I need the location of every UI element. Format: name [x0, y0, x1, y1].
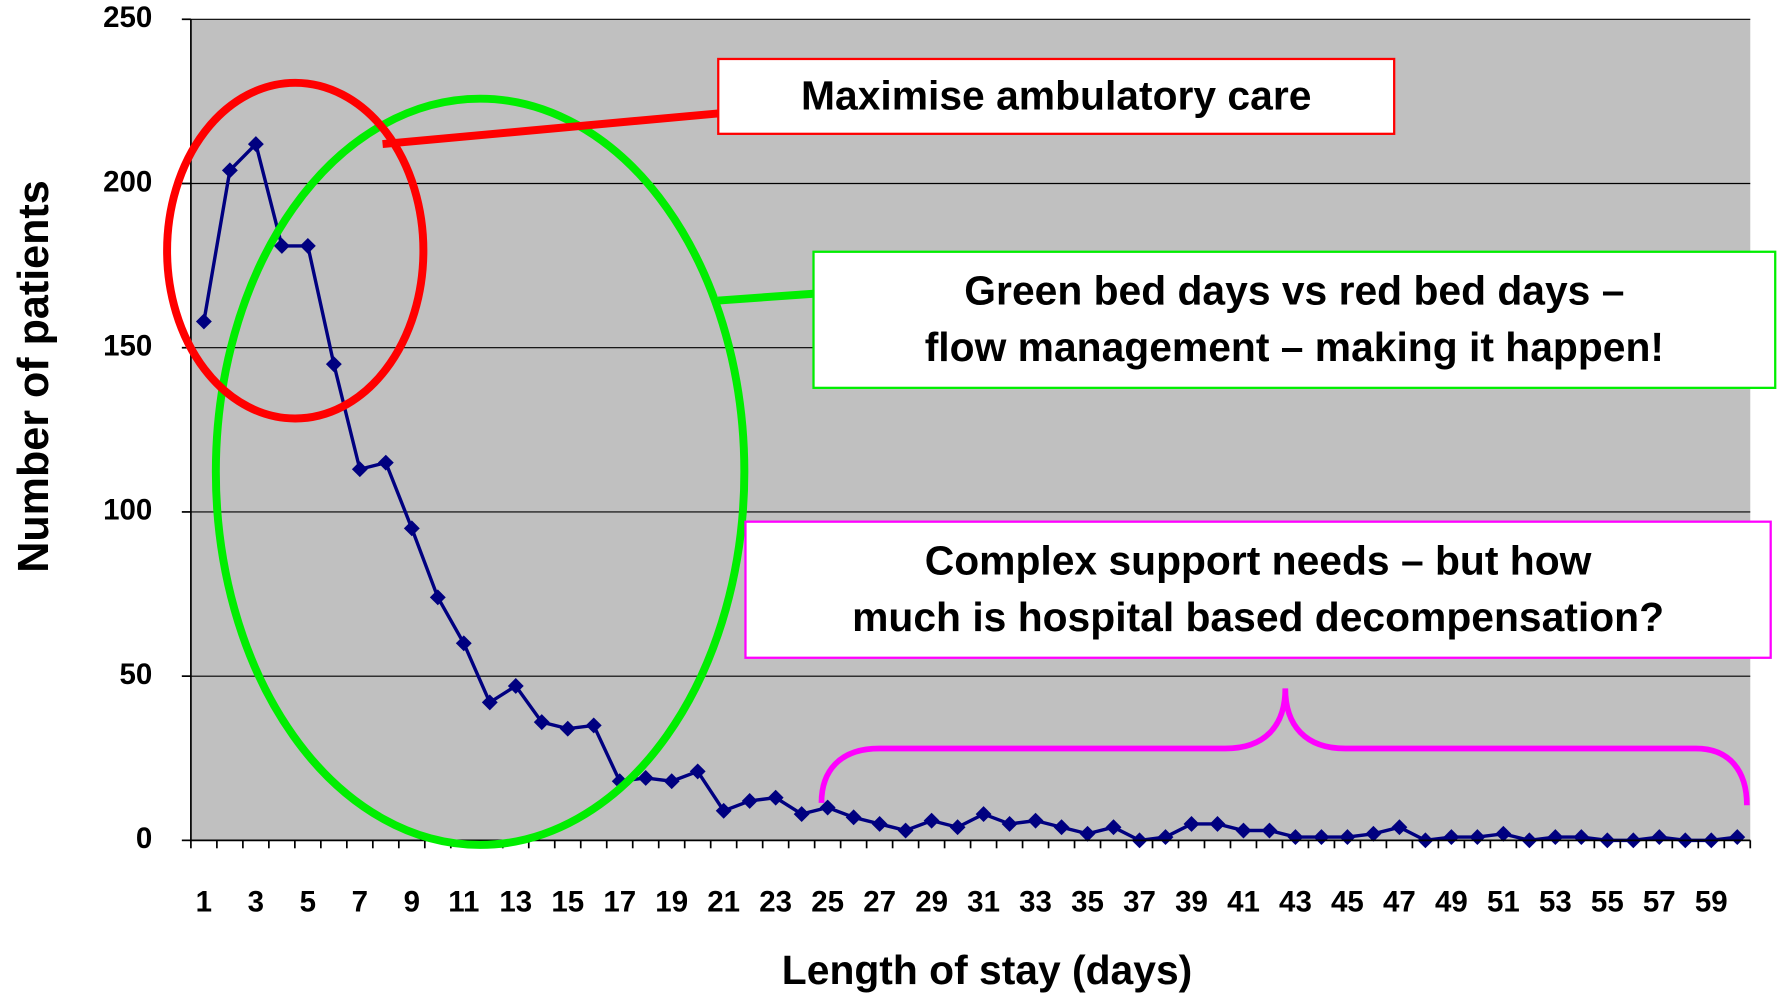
point [923, 812, 940, 829]
point [195, 313, 212, 330]
annotation-text: Maximise ambulatory care [801, 72, 1311, 118]
x-tick-label: 55 [1591, 886, 1624, 919]
point [1001, 816, 1018, 832]
red-ellipse [163, 78, 428, 423]
point [1053, 819, 1070, 836]
x-tick-label: 35 [1071, 886, 1104, 919]
x-tick-label: 25 [811, 886, 844, 919]
x-tick-label: 19 [655, 886, 688, 919]
point [637, 770, 654, 786]
x-tick-label: 41 [1227, 886, 1260, 919]
point [715, 802, 732, 819]
point [1027, 812, 1044, 829]
x-ticks: 1 3 5 7 9 11 13 15 17 19 21 23 25 27 29 31 33 35 37 39 41 43 4… [190, 840, 1752, 919]
point [1391, 819, 1408, 836]
x-tick-label: 33 [1019, 886, 1052, 919]
annotation-box [812, 250, 1777, 389]
x-tick-label: 7 [352, 886, 368, 919]
brace [818, 688, 1750, 806]
point [793, 806, 810, 823]
x-tick-label: 21 [707, 886, 740, 919]
point [325, 356, 342, 373]
y-tick-label: 50 [120, 658, 153, 691]
point [1183, 816, 1200, 832]
x-tick-label: 45 [1331, 886, 1364, 919]
point [845, 809, 862, 826]
x-tick-label: 9 [404, 886, 420, 919]
point [481, 694, 498, 711]
annotation-shapes [163, 78, 1750, 849]
x-tick-label: 17 [603, 886, 636, 919]
y-tick-label: 100 [103, 494, 152, 527]
point [221, 162, 238, 179]
x-axis-title: Length of stay (days) [782, 947, 1192, 993]
plot-area [190, 19, 1751, 841]
point [1209, 816, 1226, 832]
green-ellipse [211, 94, 749, 849]
x-tick-label: 23 [759, 886, 792, 919]
x-tick-label: 57 [1643, 886, 1676, 919]
point [949, 819, 966, 836]
x-tick-label: 31 [967, 886, 1000, 919]
y-tick-label: 250 [103, 1, 152, 34]
x-tick-label: 13 [499, 886, 532, 919]
x-tick-label: 27 [863, 886, 896, 919]
x-tick-label: 15 [551, 886, 584, 919]
annotations: Maximise ambulatory care Green bed days v… [717, 57, 1777, 659]
y-tick-label: 150 [103, 329, 152, 362]
x-tick-label: 1 [196, 886, 212, 919]
x-tick-label: 49 [1435, 886, 1468, 919]
annotation-text: Complex support needs – but how [925, 537, 1592, 583]
point [507, 678, 524, 694]
x-tick-label: 59 [1695, 886, 1728, 919]
point [767, 789, 784, 806]
x-tick-label: 37 [1123, 886, 1156, 919]
x-tick-label: 39 [1175, 886, 1208, 919]
x-tick-label: 29 [915, 886, 948, 919]
annotation-box [744, 520, 1772, 659]
x-tick-label: 51 [1487, 886, 1520, 919]
point [689, 763, 706, 780]
point [1105, 819, 1122, 836]
y-tick-label: 0 [136, 822, 152, 855]
annotation-text: flow management – making it happen! [925, 324, 1664, 370]
y-axis-title: Number of patients [10, 180, 58, 573]
red-connector [382, 109, 719, 148]
x-tick-label: 47 [1383, 886, 1416, 919]
point [1235, 822, 1252, 839]
point [403, 520, 420, 537]
point [429, 589, 446, 606]
x-tick-label: 43 [1279, 886, 1312, 919]
annotation-text: Green bed days vs red bed days – [964, 268, 1624, 314]
annotation-text: much is hospital based decompensation? [852, 594, 1664, 640]
annotation-box [717, 57, 1396, 135]
y-tick-label: 200 [103, 165, 152, 198]
point [871, 816, 888, 832]
x-tick-label: 3 [248, 886, 264, 919]
x-tick-label: 11 [448, 886, 479, 919]
point [1079, 825, 1096, 842]
x-tick-label: 5 [300, 886, 316, 919]
green-connector [717, 289, 814, 305]
x-tick-label: 53 [1539, 886, 1572, 919]
point [1261, 822, 1278, 839]
